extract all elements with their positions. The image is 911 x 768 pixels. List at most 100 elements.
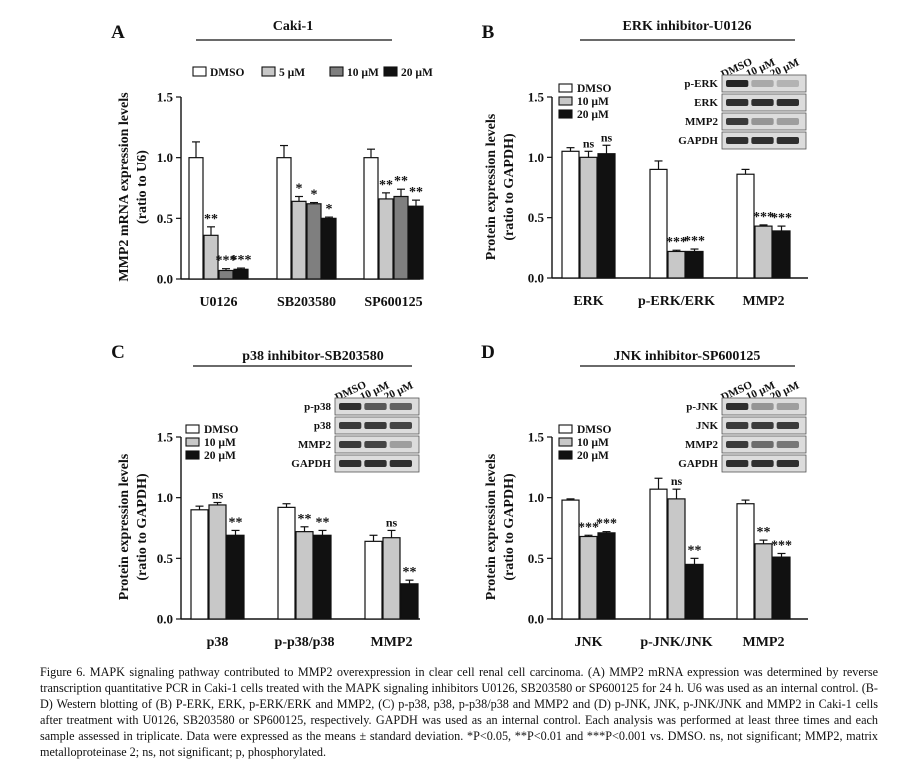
bar <box>226 534 245 620</box>
blot-row-label: p-ERK <box>684 78 718 90</box>
legend-label: 10 µM <box>577 437 609 449</box>
x-tick-label: SP600125 <box>364 295 422 310</box>
x-tick-label: p-JNK/JNK <box>640 635 712 650</box>
blot-membrane <box>721 397 807 416</box>
legend-swatch <box>329 66 344 77</box>
blot-band <box>751 441 774 448</box>
blot-band <box>726 403 749 410</box>
bar <box>276 157 292 280</box>
significance-label: * <box>326 202 333 217</box>
figure-caption-text: Figure 6. MAPK signaling pathway contrib… <box>40 665 878 759</box>
bar <box>772 230 791 279</box>
x-tick-label: U0126 <box>199 295 237 310</box>
y-axis-label: Protein expression levels <box>484 453 499 600</box>
panel-title: ERK inhibitor-U0126 <box>623 19 752 34</box>
significance-label: ** <box>298 512 312 527</box>
panel-title: p38 inhibitor-SB203580 <box>242 349 383 364</box>
blot-row-label: MMP2 <box>685 116 718 128</box>
blot-row-label: ERK <box>694 97 718 109</box>
x-tick-label: p-p38/p38 <box>275 635 335 650</box>
y-tick-label: 1.5 <box>157 90 174 105</box>
legend-label: 20 µM <box>577 109 609 121</box>
bar <box>685 563 704 620</box>
figure-caption: Figure 6. MAPK signaling pathway contrib… <box>40 664 878 760</box>
blot-band <box>389 403 412 410</box>
legend-label: 20 µM <box>204 450 236 462</box>
blot-band <box>751 137 774 144</box>
blot-band <box>389 441 412 448</box>
blot-membrane <box>721 74 807 93</box>
significance-label: ns <box>212 488 224 502</box>
blot-band <box>364 422 387 429</box>
blot-band <box>389 422 412 429</box>
blot-band <box>751 80 774 87</box>
y-tick-label: 1.0 <box>157 490 173 505</box>
significance-label: *** <box>578 520 599 535</box>
y-tick-label: 0.5 <box>157 551 174 566</box>
bar <box>364 540 383 620</box>
y-tick-label: 0.0 <box>528 271 544 286</box>
significance-label: ** <box>204 212 218 227</box>
blot-band <box>726 99 749 106</box>
blot-band <box>751 403 774 410</box>
significance-label: ns <box>386 515 398 529</box>
bar <box>754 225 773 279</box>
blot-row-label: p-JNK <box>686 401 718 413</box>
figure-canvas: A Caki-1 0.0 0.5 1.0 1.5 MMP2 mRNA expression … <box>111 19 808 650</box>
bar <box>291 200 307 280</box>
bar <box>277 506 296 620</box>
blot-row-label: JNK <box>696 420 718 432</box>
blot-membrane <box>721 112 807 131</box>
blot-row-label: MMP2 <box>685 439 718 451</box>
blot-band <box>339 441 362 448</box>
bar <box>382 537 401 620</box>
y-tick-label: 1.5 <box>157 430 174 445</box>
legend-label: 5 µM <box>279 67 305 79</box>
legend-label: 20 µM <box>401 67 433 79</box>
significance-label: ns <box>601 130 613 144</box>
legend-swatch <box>185 450 200 460</box>
bar <box>408 205 424 280</box>
bar <box>321 217 337 280</box>
x-tick-label: MMP2 <box>371 635 413 650</box>
y-axis-label: Protein expression levels <box>484 113 499 260</box>
y-axis-label-unit: (ratio to U6) <box>135 150 150 224</box>
significance-label: *** <box>666 235 687 250</box>
x-tick-label: p38 <box>207 635 229 650</box>
bar <box>400 583 419 620</box>
x-tick-label: MMP2 <box>743 635 785 650</box>
blot-band <box>726 460 749 467</box>
bar <box>649 168 668 279</box>
bar <box>306 203 322 280</box>
legend-label: DMSO <box>210 67 245 79</box>
bar <box>579 535 598 620</box>
panel-letter: C <box>111 342 125 363</box>
significance-label: *** <box>684 234 705 249</box>
significance-label: ** <box>409 185 423 200</box>
y-axis-label-unit: (ratio to GAPDH) <box>135 473 150 581</box>
bar <box>736 173 755 279</box>
panel-letter: A <box>111 22 125 43</box>
bar <box>295 531 314 620</box>
legend-label: DMSO <box>204 424 239 436</box>
legend-swatch <box>185 424 200 434</box>
legend: DMSO 5 µM 10 µM 20 µM <box>192 66 433 79</box>
y-tick-label: 1.0 <box>157 150 173 165</box>
blot-row-label: MMP2 <box>298 439 331 451</box>
y-tick-label: 0.5 <box>528 210 545 225</box>
significance-label: *** <box>753 210 774 225</box>
significance-label: ns <box>671 474 683 488</box>
blot-band <box>776 137 799 144</box>
blot-band <box>776 460 799 467</box>
y-axis-label-unit: (ratio to GAPDH) <box>502 473 517 581</box>
legend-swatch <box>383 66 398 77</box>
blot-row-label: GAPDH <box>291 458 331 470</box>
blot-band <box>726 422 749 429</box>
blot-band <box>339 403 362 410</box>
significance-label: ** <box>394 174 408 189</box>
x-tick-label: ERK <box>573 294 603 309</box>
legend-label: 20 µM <box>577 450 609 462</box>
